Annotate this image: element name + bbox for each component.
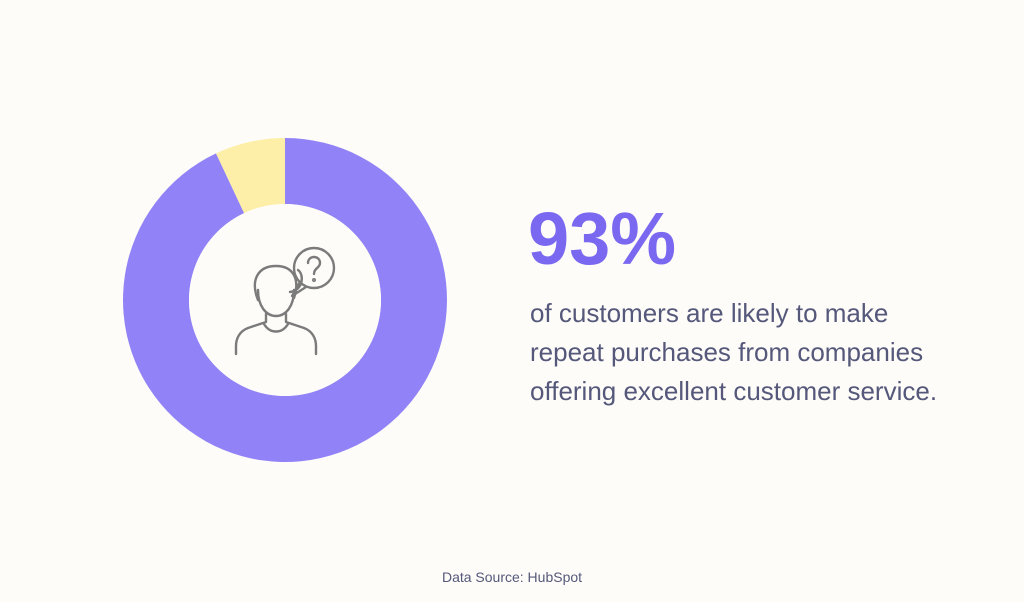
icon-hair xyxy=(253,264,298,302)
icon-headset xyxy=(288,268,303,294)
icon-bubble-tail xyxy=(290,280,308,298)
description-line: repeat purchases from companies xyxy=(530,337,923,367)
icon-shoulder-right xyxy=(284,312,318,356)
icon-collar xyxy=(262,322,290,333)
description-line: offering excellent customer service. xyxy=(530,376,937,406)
support-icon xyxy=(234,246,336,356)
icon-face xyxy=(256,288,296,318)
data-source: Data Source: HubSpot xyxy=(442,569,582,585)
icon-bubble xyxy=(292,246,336,290)
donut-segment xyxy=(216,138,285,214)
donut-segment xyxy=(122,138,447,463)
headline-stat: 93% xyxy=(528,197,676,280)
donut-chart xyxy=(122,138,447,463)
icon-question xyxy=(306,255,322,276)
icon-question-dot xyxy=(312,278,317,283)
donut-hole xyxy=(189,204,381,396)
description-line: of customers are likely to make xyxy=(530,298,888,328)
icon-shoulder-left xyxy=(234,312,268,356)
